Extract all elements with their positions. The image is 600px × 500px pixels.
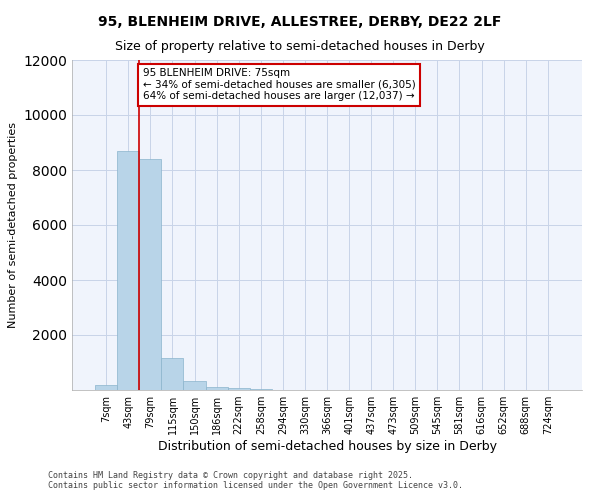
Bar <box>184 381 206 390</box>
X-axis label: Distribution of semi-detached houses by size in Derby: Distribution of semi-detached houses by … <box>157 440 497 453</box>
Text: 95, BLENHEIM DRIVE, ALLESTREE, DERBY, DE22 2LF: 95, BLENHEIM DRIVE, ALLESTREE, DERBY, DE… <box>98 15 502 29</box>
Bar <box>227 388 250 390</box>
Y-axis label: Number of semi-detached properties: Number of semi-detached properties <box>8 122 18 328</box>
Bar <box>250 389 272 390</box>
Bar <box>206 387 227 390</box>
Text: Size of property relative to semi-detached houses in Derby: Size of property relative to semi-detach… <box>115 40 485 53</box>
Bar <box>95 384 117 390</box>
Text: Contains HM Land Registry data © Crown copyright and database right 2025.
Contai: Contains HM Land Registry data © Crown c… <box>48 470 463 490</box>
Bar <box>139 159 161 390</box>
Bar <box>117 151 139 390</box>
Text: 95 BLENHEIM DRIVE: 75sqm
← 34% of semi-detached houses are smaller (6,305)
64% o: 95 BLENHEIM DRIVE: 75sqm ← 34% of semi-d… <box>143 68 415 102</box>
Bar <box>161 358 184 390</box>
